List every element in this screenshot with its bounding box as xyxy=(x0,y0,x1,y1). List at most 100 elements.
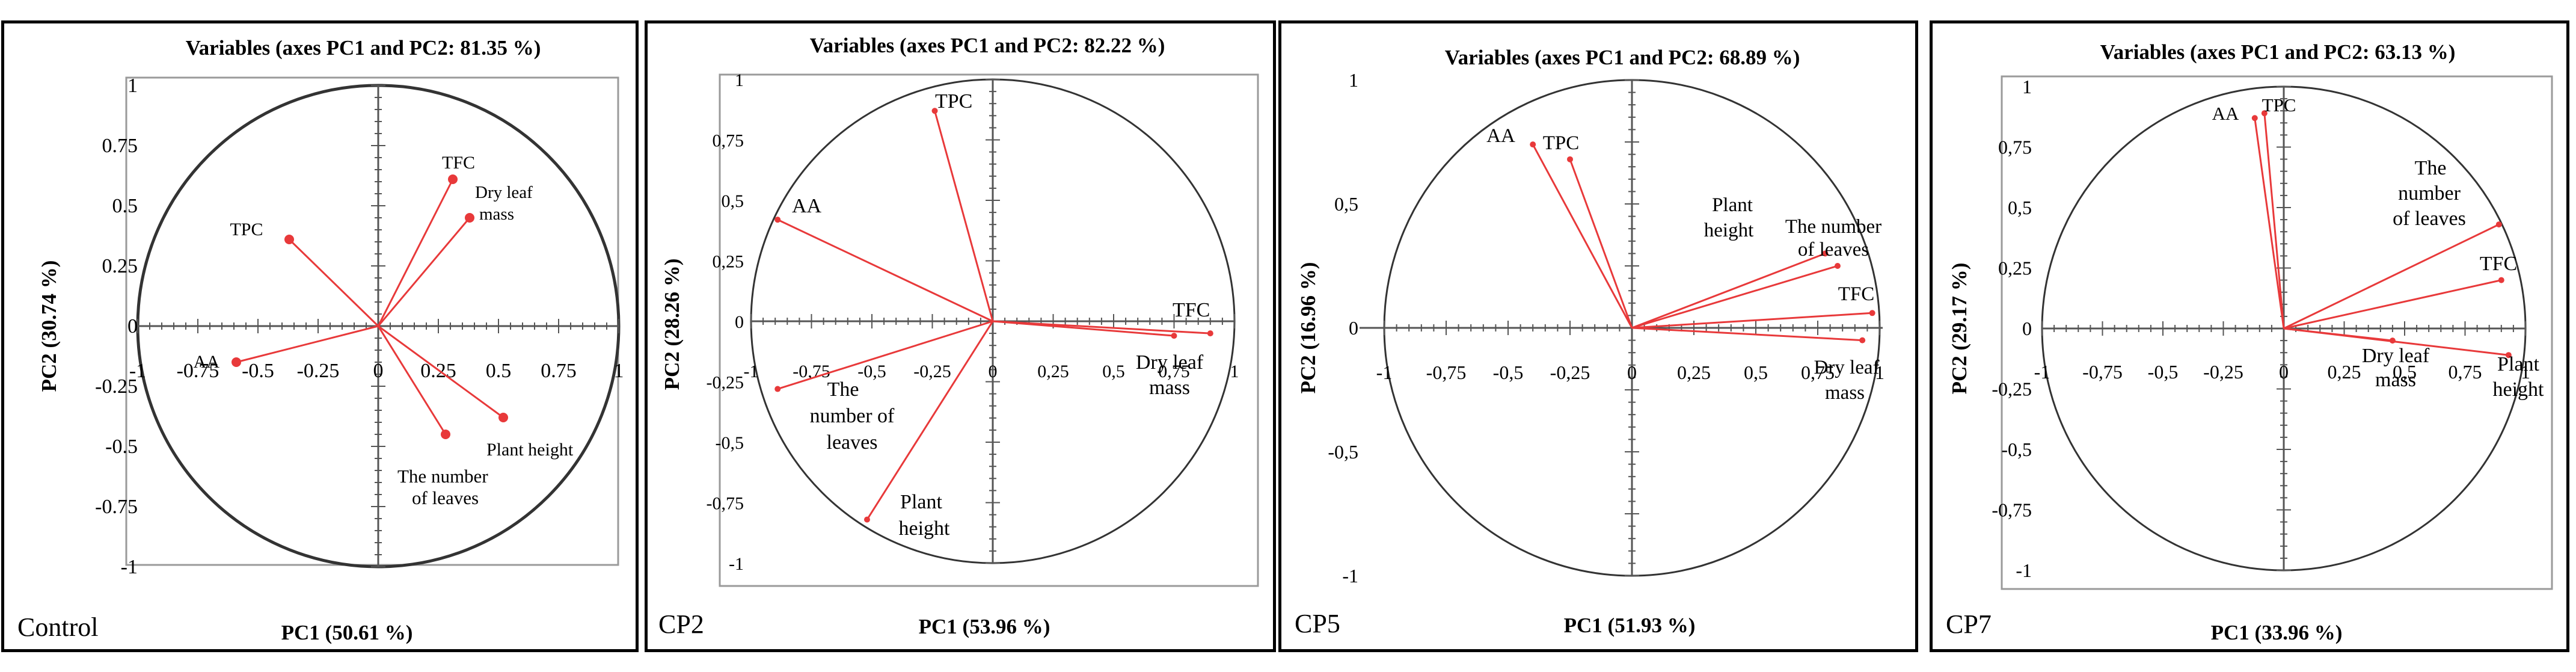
vector-tpc xyxy=(934,110,994,322)
point-plant-height xyxy=(2505,352,2512,359)
y-tick-label: 0 xyxy=(127,315,138,338)
y-tick-label: -0.75 xyxy=(95,496,138,518)
y-tick-label: -0,5 xyxy=(2001,439,2032,460)
panel-label: Control xyxy=(17,612,98,642)
point-tpc xyxy=(931,108,938,114)
y-tick-label: 1 xyxy=(127,75,138,97)
vector-tpc xyxy=(288,238,379,327)
pca-chart-cp5: Variables (axes PC1 and PC2: 68.89 %) -1… xyxy=(1295,46,1884,638)
x-tick-label: -0.75 xyxy=(177,360,219,382)
x-tick-label: -1 xyxy=(1376,362,1393,383)
y-tick-label: -1 xyxy=(2016,559,2032,581)
variable-vectors xyxy=(1530,141,1875,344)
point-aa xyxy=(2251,115,2258,122)
vector-aa xyxy=(1532,144,1633,328)
x-tick-label: -0,75 xyxy=(1426,362,1467,383)
y-tick-label: 0,5 xyxy=(1334,193,1358,215)
x-tick-label: 0.75 xyxy=(541,360,577,382)
panel-label: CP2 xyxy=(658,609,704,639)
label-plant-height: Plant height xyxy=(1704,194,1753,241)
variable-labels: TPC TFC Dry leaf mass AA Plant height The… xyxy=(194,153,574,508)
label-plant-height: Plant height xyxy=(486,440,574,460)
vector-tfc xyxy=(2283,279,2502,330)
y-tick-label: -0,5 xyxy=(716,433,744,453)
point-the-number-of-leaves xyxy=(2495,221,2502,228)
y-axis-label: PC2 (16.96 %) xyxy=(1296,262,1320,394)
variable-labels: AA TPC The number of leaves TFC Dry leaf ma… xyxy=(2212,94,2544,401)
panel-cp5: Variables (axes PC1 and PC2: 68.89 %) -1… xyxy=(1278,20,1918,652)
point-plant-height xyxy=(1822,250,1829,257)
label-dry-leaf-mass: Dry leaf mass xyxy=(475,183,533,224)
point-tfc xyxy=(2498,277,2504,283)
point-tpc xyxy=(284,235,294,244)
x-tick-labels: -1 -0,75 -0,5 -0,25 0 0,25 0,5 0,75 1 xyxy=(2034,361,2530,383)
x-tick-label: 0,5 xyxy=(1744,362,1768,383)
y-tick-label: -0,75 xyxy=(707,494,744,514)
vector-plant-height xyxy=(1631,252,1826,329)
point-dry-leaf-mass xyxy=(465,213,474,223)
x-tick-label: -0,25 xyxy=(913,362,951,381)
x-tick-label: 1 xyxy=(2521,361,2530,383)
y-tick-labels: 1 0,75 0,5 0,25 0 -0,25 -0,5 -0,75 -1 xyxy=(707,70,744,574)
vector-aa xyxy=(2254,118,2285,329)
label-tfc: TFC xyxy=(2480,253,2517,275)
y-tick-labels: 1 0,75 0,5 0,25 0 -0,25 -0,5 -0,75 -1 xyxy=(1992,76,2032,581)
x-tick-labels: -1 -0,75 -0,5 -0,25 0 0,25 0,5 0,75 1 xyxy=(1376,362,1884,383)
variable-vectors xyxy=(774,108,1213,523)
label-aa: AA xyxy=(792,195,822,217)
x-tick-label: -0,5 xyxy=(1493,362,1524,383)
vector-dry-leaf-mass xyxy=(992,320,1174,337)
point-tpc xyxy=(2261,110,2268,117)
x-tick-label: 0,5 xyxy=(2393,361,2417,383)
x-tick-label: 1 xyxy=(1230,362,1239,381)
chart-title: Variables (axes PC1 and PC2: 82.22 %) xyxy=(810,34,1165,57)
pca-chart-control: Variables (axes PC1 and PC2: 81.35 %) -1… xyxy=(17,36,624,644)
pca-chart-cp7: Variables (axes PC1 and PC2: 63.13 %) -1… xyxy=(1946,40,2553,644)
x-tick-label: 0 xyxy=(989,362,998,381)
panel-cp7: Variables (axes PC1 and PC2: 63.13 %) -1… xyxy=(1930,20,2569,652)
x-tick-label: 0,75 xyxy=(1801,362,1835,383)
y-tick-label: 0,5 xyxy=(722,191,744,211)
vector-plant-height xyxy=(378,325,504,419)
point-aa xyxy=(774,217,781,223)
y-tick-label: -0,75 xyxy=(1992,499,2032,521)
chart-title: Variables (axes PC1 and PC2: 68.89 %) xyxy=(1445,46,1800,69)
x-axis-label: PC1 (51.93 %) xyxy=(1564,614,1696,637)
x-tick-label: 1 xyxy=(1875,362,1884,383)
x-tick-label: -0.25 xyxy=(297,360,340,382)
y-tick-label: 1 xyxy=(1349,69,1358,91)
y-tick-label: 1 xyxy=(735,70,744,90)
minor-ticks xyxy=(750,79,1235,564)
y-axis-label: PC2 (30.74 %) xyxy=(37,260,61,392)
minor-ticks xyxy=(137,85,619,567)
y-tick-label: -0,5 xyxy=(1328,441,1358,463)
panel-label: CP7 xyxy=(1946,609,1992,639)
y-tick-label: -0.5 xyxy=(105,436,138,458)
vector-plant-height xyxy=(2283,327,2509,356)
y-tick-label: 1 xyxy=(2022,76,2032,97)
point-plant-height xyxy=(498,413,508,422)
x-axis-label: PC1 (50.61 %) xyxy=(281,621,413,644)
vector-aa xyxy=(236,325,379,363)
vector-the-number-of-leaves xyxy=(777,320,993,390)
label-number-of-leaves: The number of leaves xyxy=(1785,216,1881,260)
y-tick-label: 0,25 xyxy=(1998,257,2032,279)
label-tpc: TPC xyxy=(1543,132,1580,154)
label-tfc: TFC xyxy=(1173,299,1210,321)
label-number-of-leaves: The number of leaves xyxy=(397,466,488,508)
x-tick-label: -0,5 xyxy=(857,362,886,381)
vector-tfc xyxy=(377,179,454,327)
point-aa xyxy=(232,357,241,367)
y-axis-label: PC2 (28.26 %) xyxy=(660,259,684,390)
vector-tpc xyxy=(1569,159,1633,328)
y-tick-label: -0,25 xyxy=(1992,378,2032,400)
label-dry-leaf-mass: Dry leaf mass xyxy=(1136,351,1204,399)
y-tick-label: 0,75 xyxy=(713,131,744,151)
variable-labels: AA TPC Plant height The number of leaves T… xyxy=(1486,125,1881,404)
label-aa: AA xyxy=(1486,125,1515,147)
y-tick-labels: 1 0.75 0.5 0.25 0 -0.25 -0.5 -0.75 -1 xyxy=(95,75,138,578)
label-aa: AA xyxy=(194,352,220,372)
x-tick-label: -1 xyxy=(129,360,146,382)
x-tick-label: -0.5 xyxy=(242,360,274,382)
x-tick-label: -1 xyxy=(744,362,759,381)
